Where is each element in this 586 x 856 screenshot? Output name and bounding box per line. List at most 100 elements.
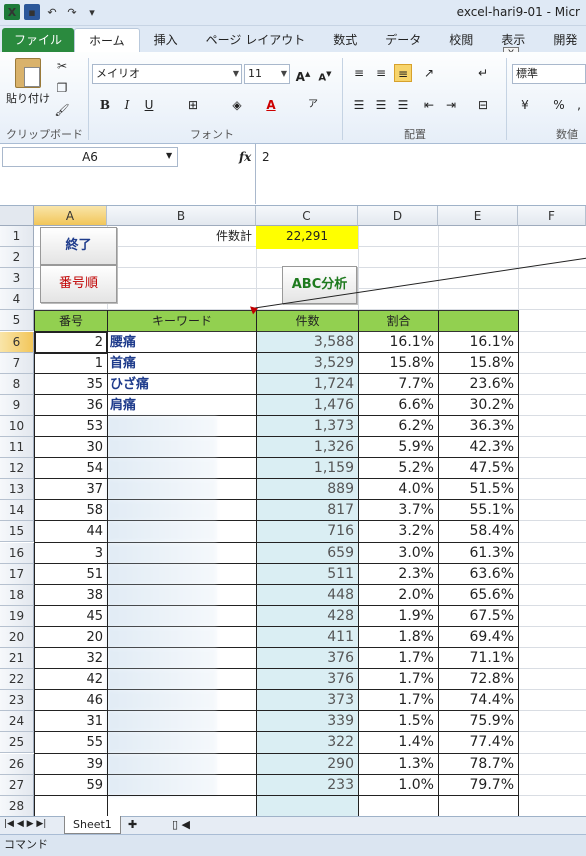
table-border <box>34 372 518 374</box>
shrink-font-icon[interactable]: A▼ <box>318 70 332 84</box>
column-header-d[interactable]: D <box>358 206 438 226</box>
cell-ratio: 6.2% <box>398 417 434 434</box>
row-header-22[interactable]: 22 <box>0 669 34 691</box>
tab-insert[interactable]: 挿入 <box>153 33 178 47</box>
align-top-icon[interactable]: ≡ <box>353 66 365 80</box>
comma-icon[interactable]: , <box>577 98 581 112</box>
row-header-13[interactable]: 13 <box>0 479 34 501</box>
bold-icon[interactable]: B <box>99 98 111 112</box>
fill-color-icon[interactable]: ◈ <box>232 98 242 112</box>
align-right-icon[interactable]: ☰ <box>397 98 409 112</box>
row-header-21[interactable]: 21 <box>0 648 34 670</box>
row-header-23[interactable]: 23 <box>0 690 34 712</box>
active-cell-a6[interactable] <box>34 330 108 354</box>
copy-icon[interactable]: ❐ <box>56 81 68 95</box>
column-header-c[interactable]: C <box>256 206 358 226</box>
row-header-10[interactable]: 10 <box>0 415 34 437</box>
row-header-7[interactable]: 7 <box>0 352 34 374</box>
number-format-select[interactable]: 標準 <box>512 64 586 84</box>
sort-by-number-button[interactable]: 番号順 <box>40 265 117 304</box>
tab-view[interactable]: 表示 <box>501 33 526 47</box>
row-header-19[interactable]: 19 <box>0 605 34 627</box>
name-box[interactable]: A6 <box>2 147 178 167</box>
tab-file[interactable]: ファイル <box>2 28 75 52</box>
phonetic-icon[interactable]: ア <box>308 99 318 110</box>
tab-review[interactable]: 校閲 <box>449 33 474 47</box>
name-box-dropdown-icon[interactable]: ▼ <box>166 151 173 160</box>
font-name-select[interactable]: メイリオ ▼ <box>92 64 242 84</box>
grow-font-icon[interactable]: A▲ <box>295 70 311 84</box>
tab-developer[interactable]: 開発 <box>553 33 578 47</box>
row-header-2[interactable]: 2 <box>0 247 34 269</box>
end-button[interactable]: 終了 <box>40 227 117 265</box>
cell-keyword: 首痛 <box>110 355 137 371</box>
row-header-5[interactable]: 5 <box>0 310 34 332</box>
cut-icon[interactable]: ✂ <box>56 59 68 73</box>
wrap-text-icon[interactable]: ↵ <box>477 66 489 80</box>
cell-cumulative: 61.3% <box>469 544 514 561</box>
row-header-24[interactable]: 24 <box>0 711 34 733</box>
column-header-e[interactable]: E <box>438 206 518 226</box>
font-size-select[interactable]: 11 ▼ <box>244 64 290 84</box>
select-all-corner[interactable] <box>0 206 34 226</box>
sheet-nav-icons[interactable]: |◀ ◀ ▶ ▶| <box>4 819 47 829</box>
align-middle-icon[interactable]: ≡ <box>375 66 387 80</box>
tab-home[interactable]: ホーム <box>74 28 140 52</box>
row-header-4[interactable]: 4 <box>0 289 34 311</box>
decrease-indent-icon[interactable]: ⇤ <box>423 98 435 112</box>
cell-keyword-blurred <box>107 563 217 585</box>
row-header-20[interactable]: 20 <box>0 626 34 648</box>
column-header-f[interactable]: F <box>518 206 586 226</box>
currency-icon[interactable]: ¥ <box>521 98 529 112</box>
new-sheet-icon[interactable]: ✚ <box>128 818 138 831</box>
row-header-1[interactable]: 1 <box>0 226 34 248</box>
increase-indent-icon[interactable]: ⇥ <box>445 98 457 112</box>
abc-analysis-button[interactable]: ABC分析 <box>282 266 357 305</box>
tab-formulas[interactable]: 数式 <box>333 33 358 47</box>
italic-icon[interactable]: I <box>124 98 130 112</box>
row-header-15[interactable]: 15 <box>0 521 34 543</box>
formula-input[interactable]: 2 <box>262 150 270 164</box>
paste-button[interactable]: 貼り付け <box>6 58 50 114</box>
row-header-3[interactable]: 3 <box>0 268 34 290</box>
cell-cumulative: 63.6% <box>469 565 514 582</box>
cell-cumulative: 58.4% <box>469 523 514 540</box>
tab-data[interactable]: データ <box>385 33 422 47</box>
insert-function-icon[interactable]: fx <box>239 150 252 164</box>
horizontal-scrollbar[interactable]: ▯ ◀ <box>172 818 191 831</box>
percent-icon[interactable]: % <box>553 98 565 112</box>
sheet-tab-sheet1[interactable]: Sheet1 <box>64 816 121 834</box>
row-header-17[interactable]: 17 <box>0 563 34 585</box>
row-header-11[interactable]: 11 <box>0 437 34 459</box>
row-header-27[interactable]: 27 <box>0 774 34 796</box>
row-header-9[interactable]: 9 <box>0 394 34 416</box>
row-header-25[interactable]: 25 <box>0 732 34 754</box>
cell-number: 38 <box>86 587 103 603</box>
align-left-icon[interactable]: ☰ <box>353 98 365 112</box>
row-header-16[interactable]: 16 <box>0 542 34 564</box>
align-bottom-icon[interactable]: ≡ <box>394 64 412 82</box>
row-header-18[interactable]: 18 <box>0 584 34 606</box>
column-header-a[interactable]: A <box>34 206 107 226</box>
format-painter-icon[interactable]: 🖌 <box>54 103 70 117</box>
align-center-icon[interactable]: ☰ <box>375 98 387 112</box>
column-header-b[interactable]: B <box>107 206 256 226</box>
row-header-26[interactable]: 26 <box>0 753 34 775</box>
font-color-icon[interactable]: A <box>266 98 276 112</box>
merge-center-icon[interactable]: ⊟ <box>477 98 489 112</box>
row-header-14[interactable]: 14 <box>0 500 34 522</box>
row-header-28[interactable]: 28 <box>0 795 34 817</box>
row-header-6[interactable]: 6 <box>0 331 34 353</box>
customize-qat-icon[interactable]: ▾ <box>89 5 95 19</box>
borders-icon[interactable]: ⊞ <box>187 98 199 112</box>
font-size-value: 11 <box>248 67 262 80</box>
tab-page-layout[interactable]: ページ レイアウト <box>205 33 306 47</box>
undo-icon[interactable]: ↶ <box>47 5 57 19</box>
row-header-12[interactable]: 12 <box>0 458 34 480</box>
save-icon[interactable]: ▪ <box>24 4 40 20</box>
cell-keyword-blurred <box>107 584 217 606</box>
orientation-icon[interactable]: ↗ <box>423 66 435 80</box>
underline-icon[interactable]: U <box>144 98 154 112</box>
redo-icon[interactable]: ↷ <box>67 5 77 19</box>
row-header-8[interactable]: 8 <box>0 373 34 395</box>
